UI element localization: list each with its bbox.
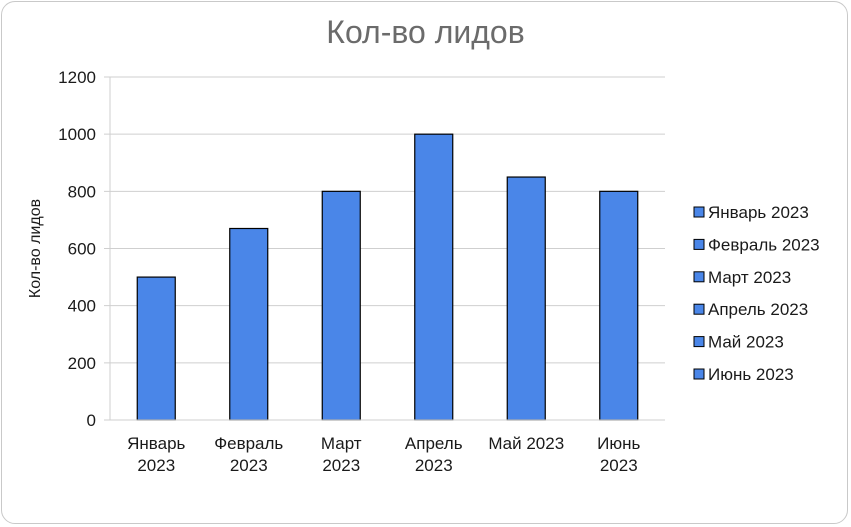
y-axis-title: Кол-во лидов bbox=[27, 199, 44, 298]
legend-label: Январь 2023 bbox=[708, 203, 809, 222]
legend-swatch bbox=[693, 238, 705, 250]
chart-title: Кол-во лидов bbox=[326, 14, 525, 50]
x-tick-label: Апрель 2023 bbox=[405, 434, 463, 475]
legend-label: Февраль 2023 bbox=[708, 235, 820, 254]
legend-swatch bbox=[693, 206, 705, 218]
legend-swatch bbox=[693, 303, 705, 315]
y-tick-label: 200 bbox=[68, 354, 96, 373]
y-tick-label: 400 bbox=[68, 297, 96, 316]
y-tick-label: 0 bbox=[87, 411, 96, 430]
bar bbox=[414, 133, 454, 421]
legend-swatch bbox=[693, 336, 705, 348]
x-tick-label: Март 2023 bbox=[321, 434, 362, 475]
y-tick-label: 600 bbox=[68, 240, 96, 259]
legend-swatch bbox=[693, 368, 705, 380]
x-tick-label: Февраль 2023 bbox=[214, 434, 283, 475]
x-tick-label: Январь 2023 bbox=[127, 434, 185, 475]
y-tick-label: 1000 bbox=[58, 125, 96, 144]
legend-label: Апрель 2023 bbox=[708, 300, 808, 319]
bar bbox=[599, 190, 639, 421]
bar bbox=[229, 227, 269, 421]
legend-label: Июнь 2023 bbox=[708, 365, 794, 384]
legend-label: Март 2023 bbox=[708, 268, 791, 287]
y-tick-label: 1200 bbox=[58, 68, 96, 87]
legend-swatch bbox=[693, 271, 705, 283]
x-tick-label: Май 2023 bbox=[488, 434, 564, 453]
x-tick-label: Июнь 2023 bbox=[597, 434, 640, 475]
bar bbox=[321, 190, 361, 421]
bar bbox=[136, 276, 176, 421]
bar bbox=[506, 176, 546, 421]
legend-label: Май 2023 bbox=[708, 333, 784, 352]
y-tick-label: 800 bbox=[68, 182, 96, 201]
